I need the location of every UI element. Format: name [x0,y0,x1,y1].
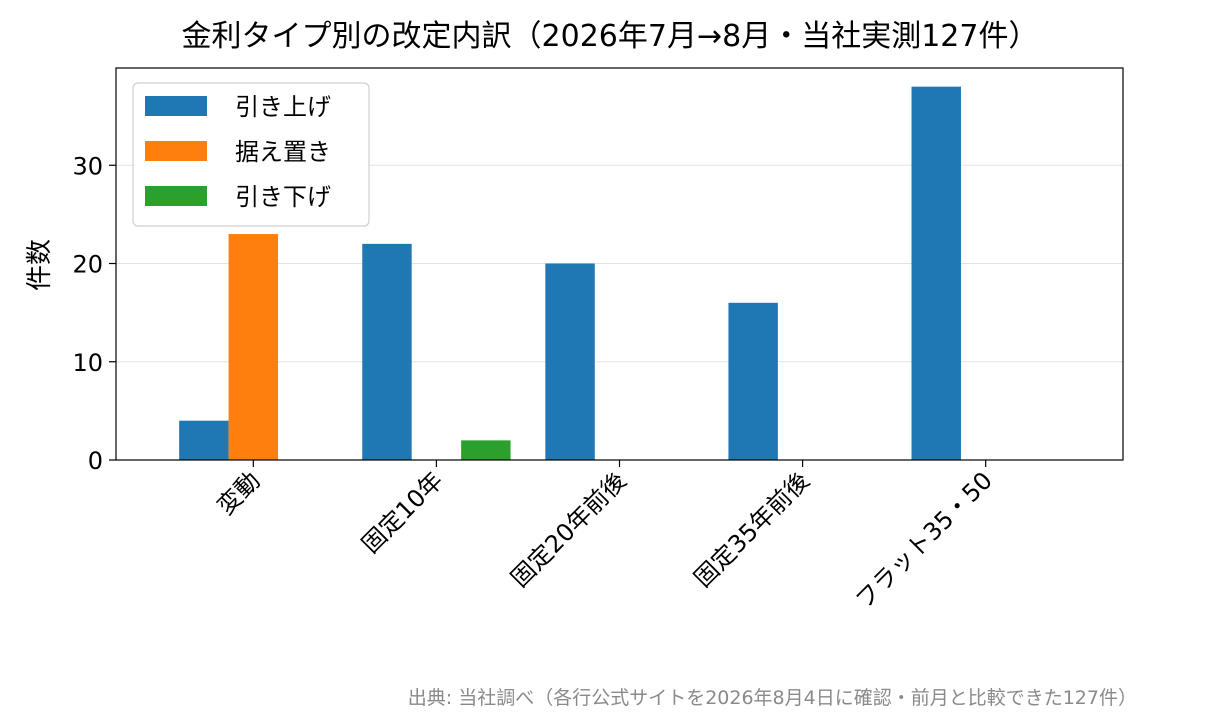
legend-swatch-1 [145,141,207,161]
bar-0-1 [362,243,412,460]
bar-0-3 [728,302,778,460]
bar-1-0 [228,234,279,460]
legend-label-1: 据え置き [235,138,331,166]
x-tick-label-4: フラット35・50 [850,466,998,614]
x-tick-label-1: 固定10年 [356,466,448,558]
legend-swatch-0 [145,96,207,116]
x-tick-label-2: 固定20年前後 [505,466,631,592]
y-tick-label-3: 30 [72,152,103,180]
x-axis: 変動 固定10年 固定20年前後 固定35年前後 フラット35・50 [212,460,998,614]
bar-0-4 [911,86,961,461]
y-tick-label-0: 0 [88,447,103,475]
x-tick-label-0: 変動 [212,466,266,520]
legend-swatch-2 [145,186,207,206]
x-tick-label-3: 固定35年前後 [689,466,815,592]
y-axis: 0 10 20 30 [72,152,116,475]
bars [179,86,961,461]
y-axis-label: 件数 [25,239,55,291]
chart-title: 金利タイプ別の改定内訳（2026年7月→8月・当社実測127件） [182,19,1039,54]
bar-2-1 [461,440,511,460]
bar-0-0 [179,420,229,460]
bar-0-2 [545,263,595,460]
y-tick-label-1: 10 [72,349,103,377]
y-tick-label-2: 20 [72,251,103,279]
legend-label-0: 引き上げ [235,93,331,121]
source-note: 出典: 当社調べ（各行公式サイトを2026年8月4日に確認・前月と比較できた12… [408,687,1137,709]
legend-label-2: 引き下げ [235,183,331,211]
